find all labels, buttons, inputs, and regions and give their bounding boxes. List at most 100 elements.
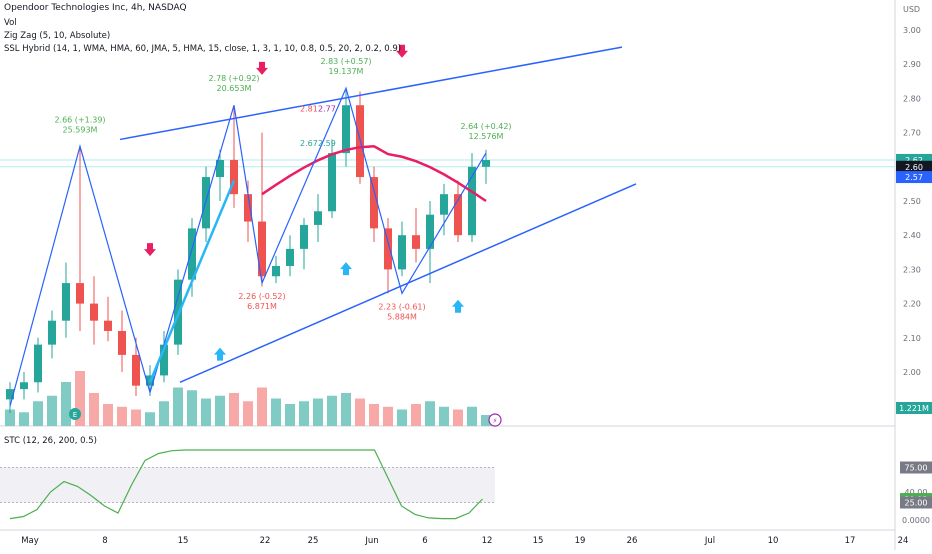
volume-bar (383, 406, 393, 426)
buy-signal-arrow-icon (452, 299, 464, 313)
volume-bar (425, 401, 435, 426)
candle-body (104, 320, 112, 331)
candle-body (258, 221, 266, 277)
zigzag-volume-label: 6.871M (247, 302, 277, 311)
volume-bar (285, 404, 295, 426)
candle-body (48, 320, 56, 345)
stc-badge: 75.00 (900, 461, 932, 474)
volume-bar (299, 401, 309, 426)
legend-symbol-title[interactable]: Opendoor Technologies Inc, 4h, NASDAQ (4, 3, 187, 13)
zigzag-volume-label: 12.576M (469, 132, 504, 141)
price-tick-label: 2.80 (903, 94, 921, 103)
time-axis-label: 12 (482, 536, 493, 546)
zigzag-price-label: 2.66 (+1.39) (54, 115, 105, 124)
volume-bar (103, 404, 113, 426)
currency-label: USD (903, 5, 921, 14)
volume-bar (117, 406, 127, 426)
zigzag-price-label: 2.83 (+0.57) (320, 57, 371, 66)
price-badge: 1.221M (896, 402, 932, 414)
stc-badge-text: 25.00 (905, 499, 928, 508)
time-axis-label: 26 (627, 536, 638, 546)
candle-body (398, 235, 406, 270)
price-badge-text: 2.62 (905, 156, 923, 165)
volume-bar (243, 401, 253, 426)
zigzag-volume-label: 19.137M (329, 67, 364, 76)
price-badge-bg (896, 171, 932, 184)
legend-volume[interactable]: Vol (4, 18, 17, 28)
price-tick-label: 2.70 (903, 129, 921, 138)
volume-bar (439, 406, 449, 426)
time-axis-label: 24 (898, 536, 909, 546)
candle-body (440, 194, 448, 215)
lightning-event-icon (488, 413, 502, 427)
upper-trendline (119, 46, 623, 141)
volume-bar (453, 409, 463, 426)
candle-body (426, 214, 434, 249)
ssl-baseline-curve (261, 145, 487, 203)
candle-body (132, 354, 140, 386)
volume-bar (187, 390, 197, 426)
price-badge: 2.57 (896, 171, 932, 184)
volume-bar (369, 404, 379, 426)
stc-badge-bg (900, 496, 932, 509)
zigzag-price-label: 2.78 (+0.92) (208, 74, 259, 83)
price-tick-label: 2.10 (903, 334, 921, 343)
earnings-event-icon (69, 408, 81, 420)
stc-badge-text: 40.00 (905, 488, 928, 497)
buy-signal-arrow-icon (214, 347, 226, 361)
earnings-glyph: E (73, 411, 77, 419)
stc-badge-text: 75.00 (905, 464, 928, 473)
stc-badge: 0.0000 (900, 514, 932, 526)
candle-body (412, 235, 420, 249)
candle-body (216, 159, 224, 178)
time-axis-label: 8 (102, 536, 107, 546)
sell-signal-arrow-icon (396, 44, 408, 58)
buy-signal-arrow-icon (340, 262, 352, 276)
legend-ssl-hybrid[interactable]: SSL Hybrid (14, 1, WMA, HMA, 60, JMA, 5,… (4, 44, 402, 54)
price-tick-label: 2.30 (903, 265, 921, 274)
legend-stc[interactable]: STC (12, 26, 200, 0.5) (4, 436, 97, 446)
price-tick-label: 2.90 (903, 60, 921, 69)
volume-bar (33, 401, 43, 426)
candle-body (468, 166, 476, 236)
candle-body (370, 177, 378, 229)
volume-bar (47, 395, 57, 426)
price-tick-label: 3.00 (903, 26, 921, 35)
ssl-overlay-label: 2.59 (318, 139, 336, 148)
volume-bar (201, 398, 211, 426)
volume-bar (397, 409, 407, 426)
volume-bar (131, 409, 141, 426)
price-tick-label: 2.50 (903, 197, 921, 206)
time-axis-label: 6 (422, 536, 427, 546)
time-axis-label: 17 (845, 536, 856, 546)
time-axis-label: Jul (704, 536, 715, 546)
volume-bar (229, 393, 239, 426)
price-tick-label: 2.00 (903, 368, 921, 377)
volume-bar (481, 415, 491, 426)
zigzag-volume-label: 20.653M (217, 84, 252, 93)
candle-body (118, 330, 126, 355)
price-badge-text: 1.221M (899, 404, 929, 413)
ssl-overlay-label: 2.67 (300, 139, 318, 148)
volume-bar (257, 387, 267, 426)
volume-bar (159, 401, 169, 426)
time-axis-label: 22 (260, 536, 271, 546)
legend-zigzag[interactable]: Zig Zag (5, 10, Absolute) (4, 31, 111, 41)
stc-badge-bg (900, 461, 932, 474)
price-badge: 2.60 (896, 160, 932, 173)
volume-bar (145, 412, 155, 426)
volume-bar (215, 395, 225, 426)
candle-body (314, 211, 322, 225)
time-axis-label: 19 (575, 536, 586, 546)
stc-badge: 25.00 (900, 496, 932, 509)
sell-signal-arrow-icon (256, 61, 268, 75)
price-tick-label: 2.40 (903, 231, 921, 240)
volume-bar (467, 406, 477, 426)
zigzag-price-label: 2.23 (-0.61) (378, 302, 425, 311)
candle-body (188, 228, 196, 280)
candle-body (6, 389, 14, 400)
candle-body (34, 344, 42, 383)
time-axis-label: 25 (308, 536, 319, 546)
